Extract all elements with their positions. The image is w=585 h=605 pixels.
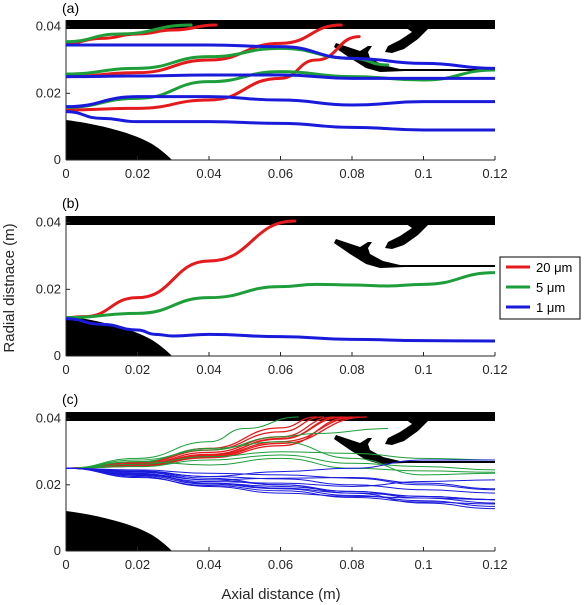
- trajectory-1um: [66, 467, 495, 494]
- trajectory-1um: [66, 467, 495, 487]
- x-tick-label: 0.06: [268, 166, 293, 181]
- x-tick-label: 0.1: [414, 557, 432, 572]
- collector-lip: [385, 216, 428, 249]
- x-axis-label: Axial distance (m): [221, 586, 340, 603]
- x-tick-label: 0: [62, 557, 69, 572]
- x-tick-label: 0.12: [482, 166, 507, 181]
- trajectory-20um: [66, 35, 361, 112]
- device-geometry: [66, 20, 495, 160]
- x-tick-label: 0.06: [268, 362, 293, 377]
- trajectory-5um: [66, 23, 193, 44]
- y-axis-label: Radial distnace (m): [1, 223, 18, 352]
- x-tick-label: 0.02: [125, 362, 150, 377]
- trajectory-20um: [66, 23, 343, 79]
- panel-label-a: (a): [62, 0, 79, 16]
- y-tick-label: 0.04: [36, 215, 61, 230]
- trajectory-1um: [66, 95, 495, 109]
- x-tick-label: 0.08: [339, 362, 364, 377]
- y-tick-label: 0.02: [36, 281, 61, 296]
- collector-lip: [385, 412, 428, 445]
- panel-label-c: (c): [62, 391, 78, 407]
- outer-wall: [66, 216, 495, 225]
- panel-a: (a) 0 0.02 0.04 0.06 0.08 0.1 0.12 0 0.02 0.04: [36, 0, 508, 181]
- x-tick-label: 0: [62, 362, 69, 377]
- panel-b: (b) 0 0.02 0.04 0.06 0.08 0.1 0.12 0 0.02 0.04: [36, 195, 508, 377]
- trajectory-1um: [66, 467, 495, 505]
- y-tick-label: 0: [54, 348, 61, 363]
- series-group: [66, 219, 495, 343]
- outer-wall: [66, 20, 495, 29]
- series-group: [66, 23, 495, 132]
- y-tick-label: 0.04: [36, 411, 61, 426]
- x-tick-label: 0.06: [268, 557, 293, 572]
- x-tick-label: 0.12: [482, 362, 507, 377]
- y-tick-label: 0: [54, 543, 61, 558]
- trajectory-5um: [66, 454, 495, 471]
- legend-label-1um: 1 μm: [536, 300, 565, 315]
- trajectory-5um: [66, 428, 389, 469]
- x-tick-label: 0.12: [482, 557, 507, 572]
- panel-c: (c) 0 0.02 0.04 0.06 0.08 0.1 0.12 0 0.02 0.04: [36, 391, 508, 572]
- series-group: [66, 416, 495, 510]
- x-tick-label: 0.08: [339, 557, 364, 572]
- x-tick-label: 0.1: [414, 362, 432, 377]
- x-tick-label: 0.02: [125, 166, 150, 181]
- x-tick-label: 0.1: [414, 166, 432, 181]
- trajectory-1um: [66, 467, 495, 490]
- x-tick-label: 0.04: [196, 362, 221, 377]
- y-tick-label: 0.02: [36, 477, 61, 492]
- trajectory-5um: [66, 271, 495, 320]
- legend-label-5um: 5 μm: [536, 280, 565, 295]
- outer-wall: [66, 412, 495, 421]
- panel-label-b: (b): [62, 195, 79, 211]
- trajectory-5um: [66, 451, 495, 469]
- inner-body: [66, 316, 172, 356]
- device-geometry: [66, 216, 495, 356]
- inner-body: [66, 511, 172, 551]
- device-geometry: [66, 412, 495, 551]
- trajectory-1um: [66, 317, 495, 343]
- trajectory-1um: [66, 467, 495, 507]
- x-tick-label: 0.02: [125, 557, 150, 572]
- legend-label-20um: 20 μm: [536, 260, 572, 275]
- trajectory-1um: [66, 467, 495, 491]
- x-tick-label: 0.04: [196, 557, 221, 572]
- trajectory-5um: [66, 416, 299, 469]
- trajectory-1um: [66, 110, 495, 132]
- y-tick-label: 0: [54, 152, 61, 167]
- trajectory-20um: [66, 416, 360, 469]
- trajectory-5um: [66, 457, 495, 473]
- legend: 20 μm 5 μm 1 μm: [499, 256, 581, 320]
- trajectory-1um: [66, 73, 495, 80]
- x-tick-label: 0.04: [196, 166, 221, 181]
- trajectory-5um: [66, 68, 495, 109]
- y-tick-label: 0.04: [36, 19, 61, 34]
- trajectory-20um: [66, 416, 353, 469]
- x-tick-label: 0.08: [339, 166, 364, 181]
- trajectory-5um: [66, 46, 390, 76]
- y-tick-label: 0.02: [36, 85, 61, 100]
- x-tick-label: 0: [62, 166, 69, 181]
- trajectory-1um: [66, 43, 495, 70]
- trajectory-1um: [66, 467, 495, 501]
- inner-body: [66, 120, 172, 160]
- collector-lip: [385, 20, 428, 53]
